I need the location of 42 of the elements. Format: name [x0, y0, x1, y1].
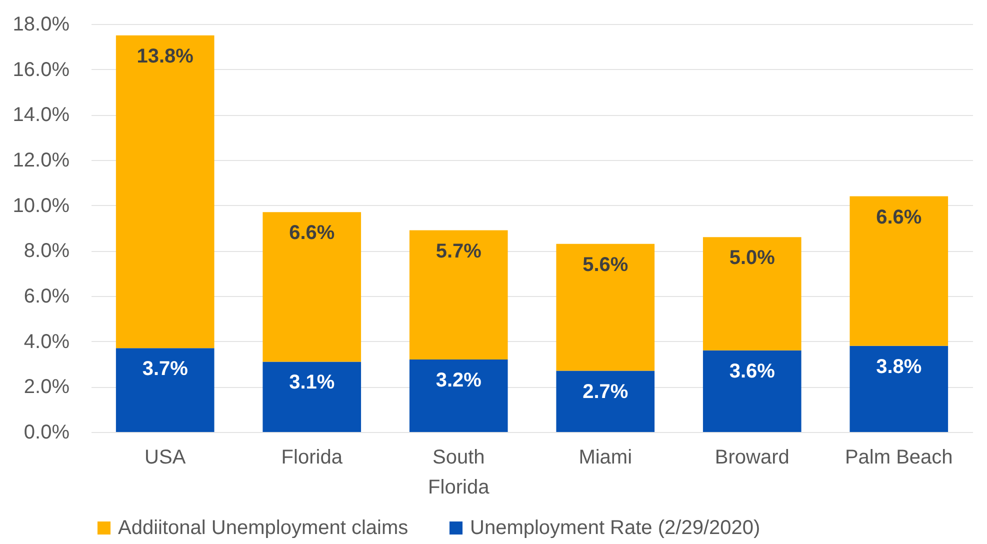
legend-label: Unemployment Rate (2/29/2020) [470, 517, 760, 539]
data-label: 5.0% [729, 247, 776, 270]
x-tick-label: Palm Beach [844, 446, 953, 468]
y-tick-label: 12.0% [12, 150, 70, 172]
bar [262, 362, 362, 432]
data-label: 3.7% [142, 358, 188, 380]
bar [409, 359, 508, 432]
x-tick-label: Miami [578, 446, 632, 468]
x-tick-label: Broward [714, 446, 790, 468]
y-tick-label: 16.0% [12, 58, 70, 81]
y-tick-label: 14.0% [12, 104, 70, 126]
bar [556, 244, 655, 371]
bar [262, 212, 362, 362]
bar [116, 348, 214, 432]
bar [850, 196, 948, 346]
y-tick-label: 2.0% [24, 376, 70, 398]
bar [116, 35, 214, 348]
data-label: 3.8% [876, 356, 922, 378]
data-label: 3.6% [729, 360, 776, 382]
bar [409, 230, 508, 360]
legend-label: Addiitonal Unemployment claims [118, 517, 408, 539]
x-tick-label: USA [144, 446, 186, 468]
x-tick-label: Florida [281, 446, 344, 468]
data-label: 6.6% [876, 206, 922, 228]
y-tick-label: 8.0% [24, 240, 70, 262]
bar [702, 350, 802, 432]
y-tick-label: 18.0% [12, 14, 70, 36]
bar [702, 237, 802, 350]
x-tick-label: South Florida [428, 446, 490, 498]
data-label: 13.8% [136, 45, 194, 68]
y-tick-label: 4.0% [24, 330, 70, 353]
data-label: 5.7% [436, 240, 482, 262]
data-label: 3.2% [436, 369, 482, 392]
bar [850, 346, 948, 432]
data-label: 5.6% [582, 254, 628, 276]
y-tick-label: 0.0% [24, 422, 70, 444]
bar [556, 370, 655, 432]
y-tick-label: 10.0% [12, 194, 70, 217]
data-label: 2.7% [582, 380, 628, 403]
y-tick-label: 6.0% [24, 286, 70, 308]
data-label: 3.1% [289, 372, 335, 394]
data-label: 6.6% [289, 222, 335, 244]
